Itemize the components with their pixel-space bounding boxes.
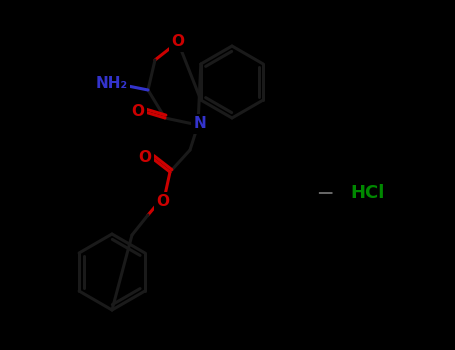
Text: N: N bbox=[194, 117, 207, 132]
Text: HCl: HCl bbox=[350, 184, 384, 202]
Text: O: O bbox=[138, 149, 152, 164]
Text: O: O bbox=[172, 35, 184, 49]
Text: O: O bbox=[131, 105, 145, 119]
Text: O: O bbox=[157, 195, 170, 210]
Text: NH₂: NH₂ bbox=[96, 77, 128, 91]
Text: —: — bbox=[317, 186, 333, 201]
